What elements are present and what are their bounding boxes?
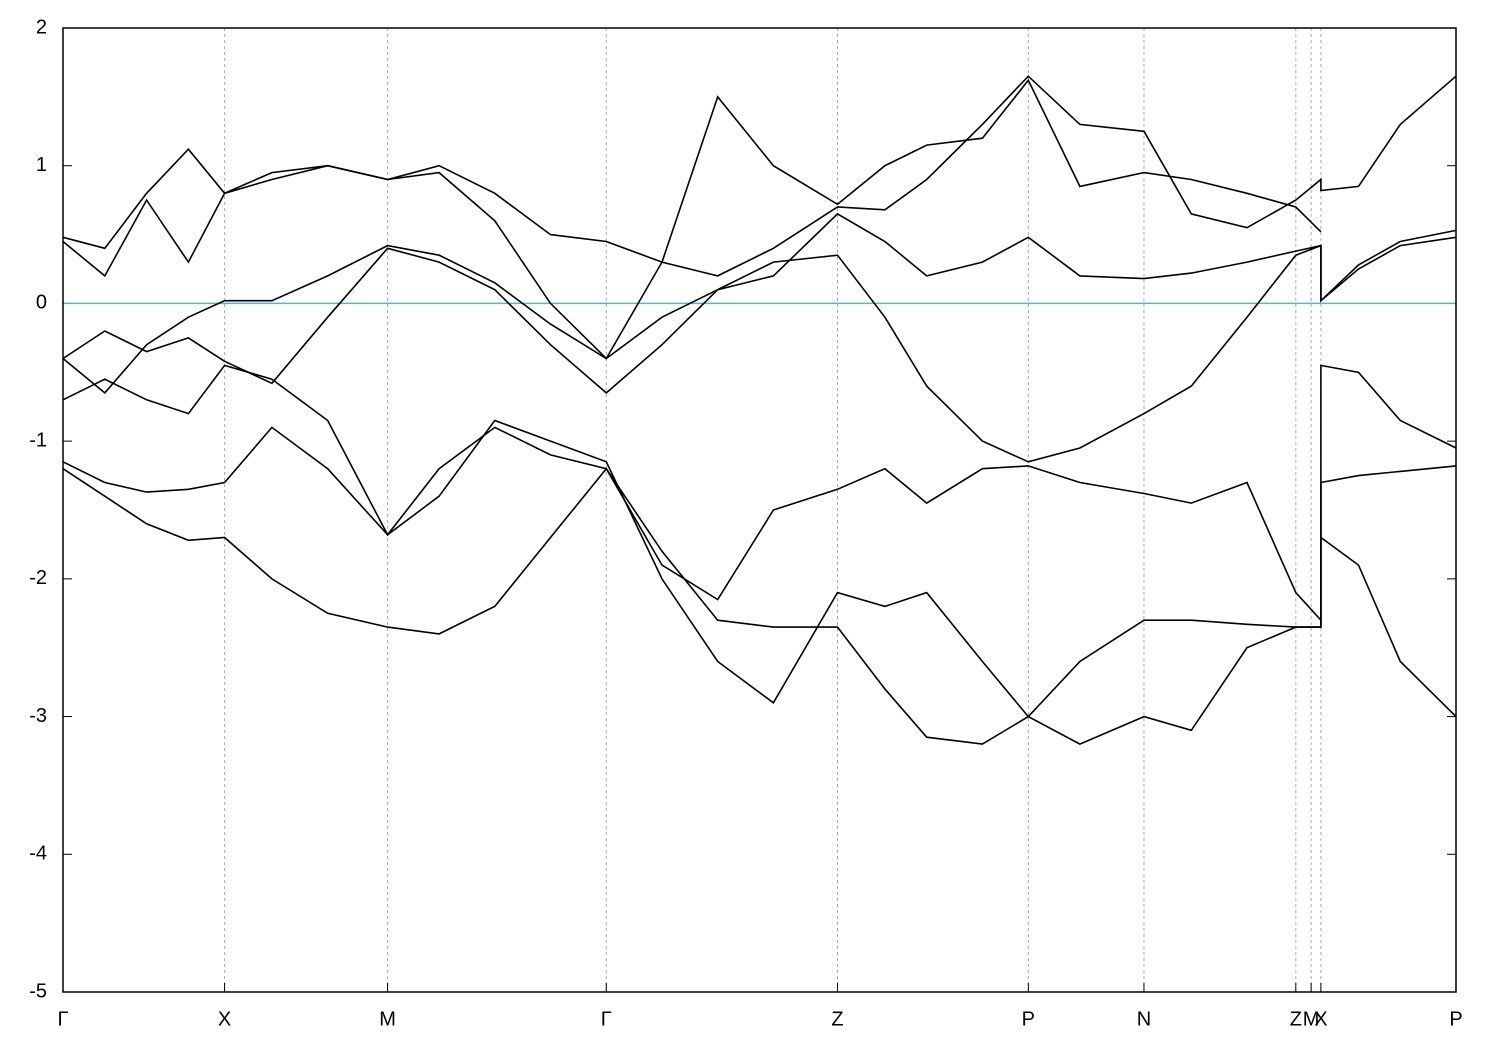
y-tick-label: -4 <box>29 843 47 865</box>
x-tick-label: P <box>1022 1008 1035 1030</box>
plot-frame <box>62 27 1457 993</box>
y-tick-label: 2 <box>36 16 47 38</box>
x-tick-label: X <box>218 1008 231 1030</box>
band-line <box>62 364 1457 623</box>
x-tick-label: M <box>1303 1008 1320 1030</box>
band-line <box>62 212 1457 395</box>
y-tick-label: 0 <box>36 292 47 314</box>
y-tick-label: 1 <box>36 154 47 176</box>
x-tick-label: M <box>379 1008 396 1030</box>
band-line <box>62 236 1457 463</box>
y-tick-label: -2 <box>29 567 47 589</box>
band-line <box>62 467 1457 745</box>
band-line <box>62 75 1457 278</box>
y-tick-label: -3 <box>29 705 47 727</box>
x-tick-label: P <box>1449 1008 1462 1030</box>
x-tick-label: Z <box>831 1008 843 1030</box>
x-tick-label: Γ <box>57 1008 68 1030</box>
x-tick-label: N <box>1137 1008 1151 1030</box>
y-tick-label: -5 <box>29 980 47 1002</box>
band-line <box>62 78 1322 360</box>
y-tick-label: -1 <box>29 429 47 451</box>
x-tick-label: Γ <box>601 1008 612 1030</box>
x-tick-label: X <box>1314 1008 1327 1030</box>
band-line <box>62 419 1457 745</box>
x-tick-label: Z <box>1290 1008 1302 1030</box>
